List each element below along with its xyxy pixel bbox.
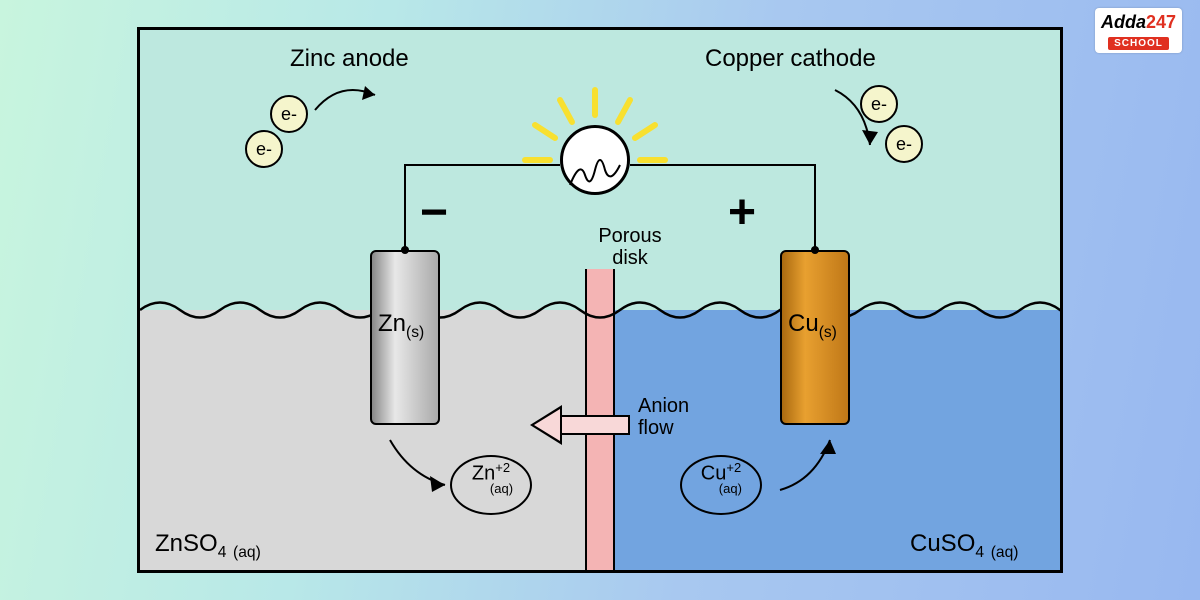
electron-icon: e-	[860, 85, 898, 123]
znso4-label: ZnSO4 (aq)	[155, 530, 261, 562]
zn-ion: Zn+2(aq)	[450, 455, 532, 515]
porous-disk-label: Porousdisk	[585, 225, 675, 269]
electron-icon: e-	[270, 95, 308, 133]
cu-ion: Cu+2(aq)	[680, 455, 762, 515]
cathode-title: Copper cathode	[705, 45, 876, 73]
zn-symbol: Zn(s)	[378, 310, 424, 342]
logo-number: 247	[1146, 12, 1176, 32]
electron-icon: e-	[885, 125, 923, 163]
logo-sub: SCHOOL	[1108, 37, 1169, 50]
cu-symbol: Cu(s)	[788, 310, 837, 342]
anion-flow-label: Anionflow	[638, 395, 689, 439]
anode-title: Zinc anode	[290, 45, 409, 73]
bulb-icon	[560, 125, 630, 195]
minus-sign: −	[420, 185, 448, 240]
plus-sign: +	[728, 185, 756, 240]
cuso4-label: CuSO4 (aq)	[910, 530, 1018, 562]
brand-logo: Adda247 SCHOOL	[1095, 8, 1182, 53]
anion-flow-arrow	[530, 405, 630, 445]
logo-brand: Adda	[1101, 12, 1146, 32]
cell-diagram: Zn(s) Cu(s) Zinc anode Copper cathode − …	[140, 30, 1060, 570]
electron-icon: e-	[245, 130, 283, 168]
